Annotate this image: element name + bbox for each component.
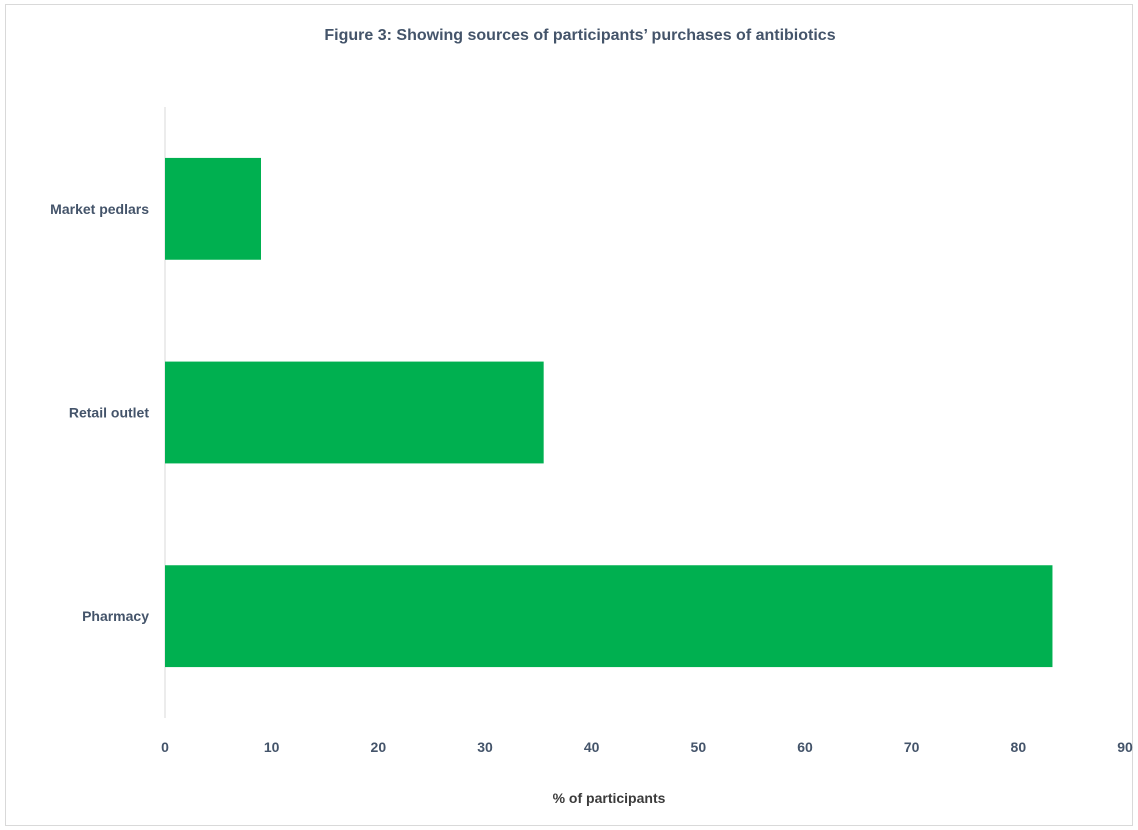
x-tick-label: 10 <box>264 739 280 755</box>
x-tick-label: 0 <box>161 739 169 755</box>
x-tick-label: 80 <box>1011 739 1027 755</box>
category-label-pharmacy: Pharmacy <box>82 608 149 624</box>
x-tick-label: 50 <box>691 739 707 755</box>
bar-pharmacy <box>165 565 1053 668</box>
bar-market-pedlars <box>165 157 261 260</box>
x-tick-label: 70 <box>904 739 920 755</box>
x-tick-label: 60 <box>797 739 813 755</box>
category-label-retail-outlet: Retail outlet <box>69 405 149 421</box>
bar-retail-outlet <box>165 361 544 464</box>
x-tick-label: 90 <box>1117 739 1133 755</box>
x-tick-label: 30 <box>477 739 493 755</box>
x-axis-title: % of participants <box>553 790 666 806</box>
chart-title: Figure 3: Showing sources of participant… <box>324 27 835 44</box>
x-tick-label: 20 <box>371 739 387 755</box>
category-label-market-pedlars: Market pedlars <box>50 201 149 217</box>
x-tick-label: 40 <box>584 739 600 755</box>
